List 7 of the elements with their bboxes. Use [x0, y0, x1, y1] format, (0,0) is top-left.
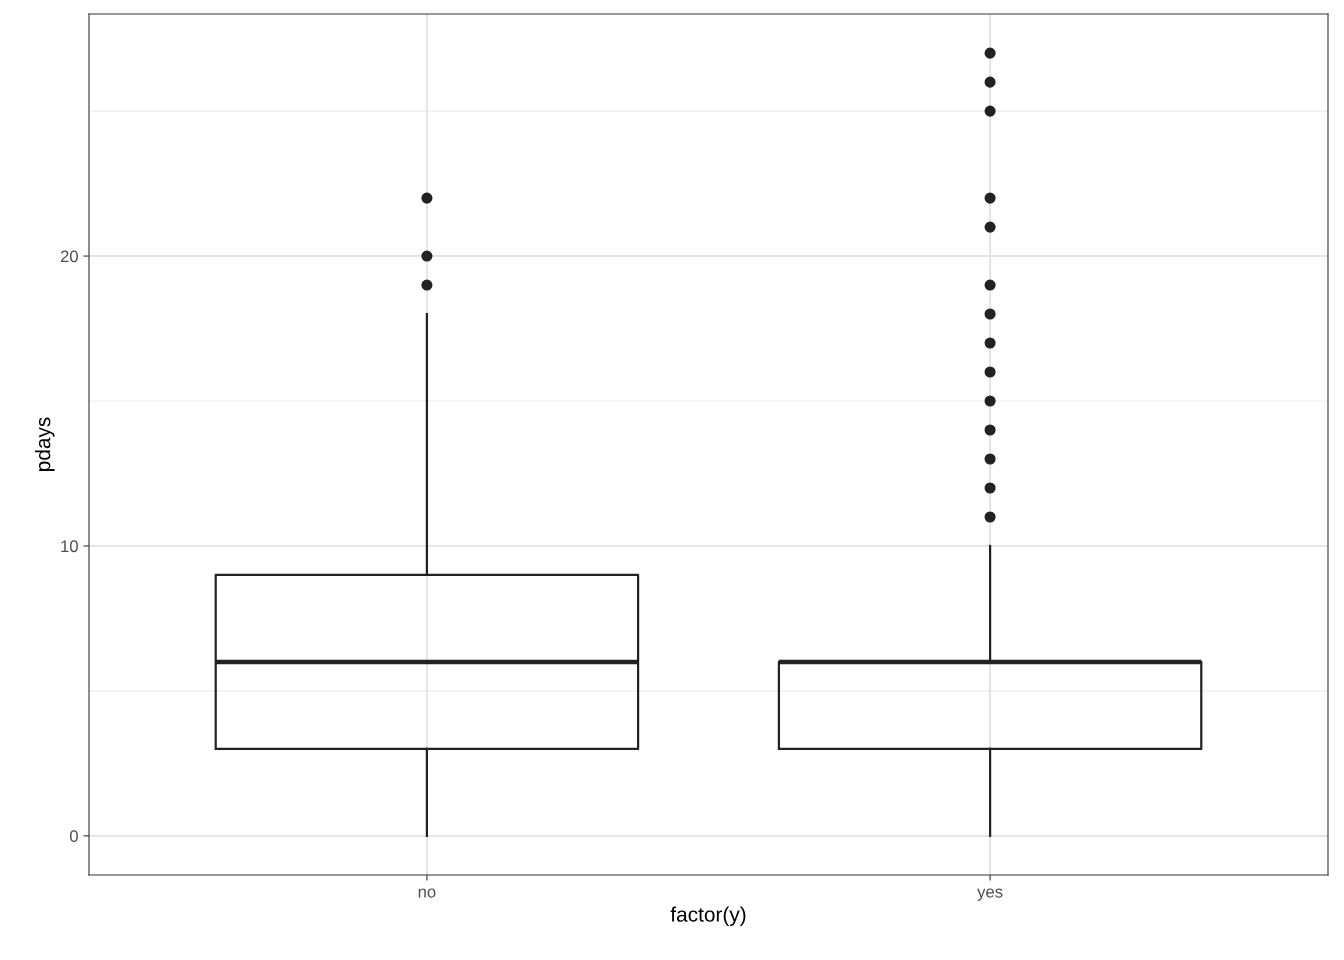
y-axis-title: pdays: [35, 417, 55, 471]
x-tick-label: no: [418, 888, 436, 898]
x-tick-label: yes: [977, 888, 1003, 901]
y-tick-label: 20: [60, 250, 78, 263]
y-tick-label: 10: [61, 540, 78, 553]
x-axis-title: factor(y): [670, 906, 746, 926]
y-tick-label: 0: [69, 830, 78, 843]
